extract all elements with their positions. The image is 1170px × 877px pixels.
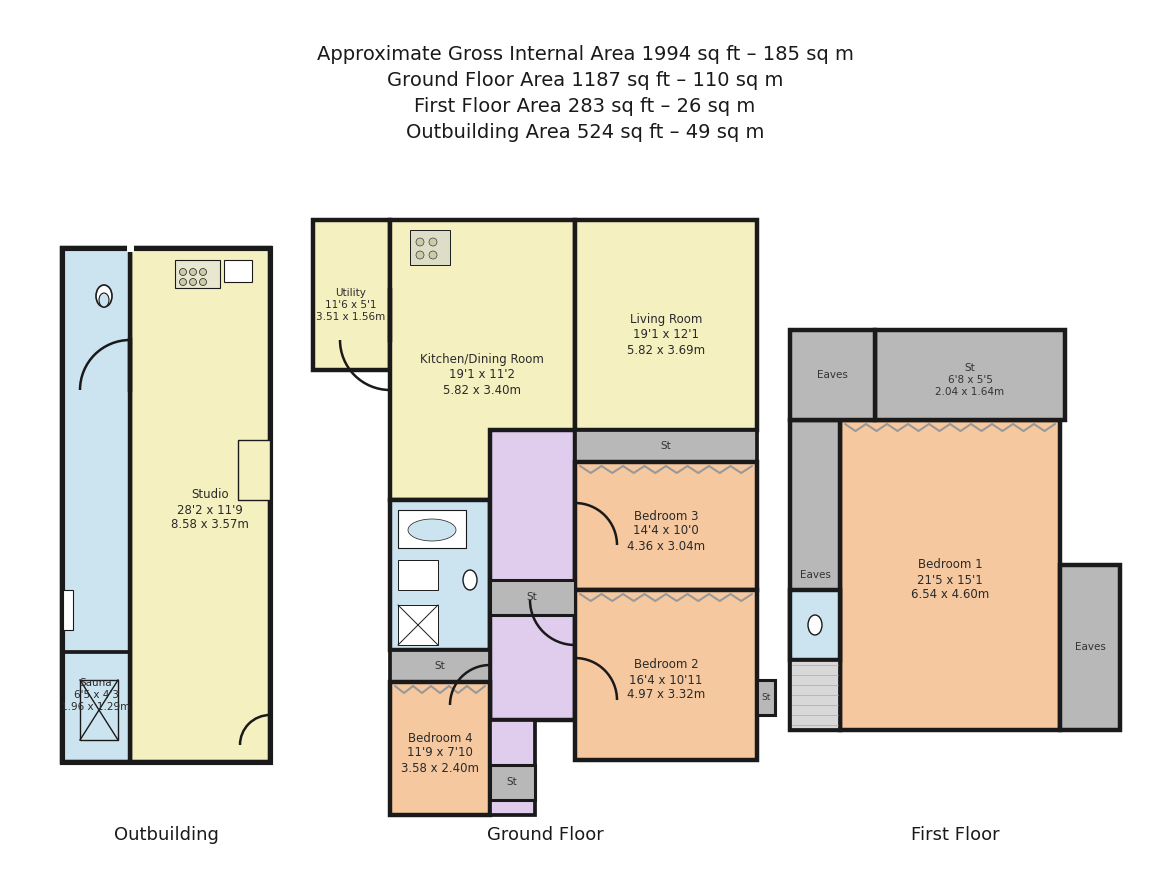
Bar bbox=[790, 660, 840, 730]
Circle shape bbox=[179, 268, 186, 275]
Bar bbox=[223, 260, 252, 282]
Bar bbox=[410, 230, 450, 265]
Bar bbox=[574, 590, 757, 760]
Bar bbox=[176, 260, 220, 288]
Bar bbox=[875, 330, 1065, 420]
Circle shape bbox=[200, 279, 206, 286]
Text: St: St bbox=[434, 661, 446, 671]
Bar bbox=[790, 590, 840, 660]
Text: St: St bbox=[526, 592, 537, 602]
Bar bbox=[490, 580, 574, 615]
Bar bbox=[390, 650, 490, 682]
Bar bbox=[63, 590, 73, 630]
Text: Kitchen/Dining Room
19'1 x 11'2
5.82 x 3.40m: Kitchen/Dining Room 19'1 x 11'2 5.82 x 3… bbox=[420, 353, 544, 396]
Circle shape bbox=[429, 238, 438, 246]
Text: St: St bbox=[661, 441, 672, 451]
Bar bbox=[574, 430, 757, 462]
Text: Bedroom 4
11'9 x 7'10
3.58 x 2.40m: Bedroom 4 11'9 x 7'10 3.58 x 2.40m bbox=[401, 731, 479, 774]
Bar bbox=[130, 248, 270, 762]
Bar bbox=[238, 440, 270, 500]
Bar bbox=[62, 248, 130, 762]
Circle shape bbox=[200, 268, 206, 275]
Bar bbox=[390, 682, 490, 815]
Bar bbox=[398, 560, 438, 590]
Circle shape bbox=[179, 279, 186, 286]
Bar bbox=[840, 420, 1060, 730]
Circle shape bbox=[417, 238, 424, 246]
Bar bbox=[62, 248, 270, 762]
Text: Bedroom 3
14'4 x 10'0
4.36 x 3.04m: Bedroom 3 14'4 x 10'0 4.36 x 3.04m bbox=[627, 510, 706, 553]
Bar bbox=[790, 330, 875, 420]
Bar bbox=[574, 462, 757, 590]
Ellipse shape bbox=[408, 519, 456, 541]
Ellipse shape bbox=[808, 615, 823, 635]
Text: Bedroom 1
21'5 x 15'1
6.54 x 4.60m: Bedroom 1 21'5 x 15'1 6.54 x 4.60m bbox=[911, 559, 989, 602]
Bar bbox=[490, 430, 574, 720]
Text: Sauna
6'5 x 4'3
1.96 x 1.29m: Sauna 6'5 x 4'3 1.96 x 1.29m bbox=[61, 679, 131, 711]
Ellipse shape bbox=[463, 570, 477, 590]
Bar bbox=[398, 510, 466, 548]
Text: First Floor: First Floor bbox=[910, 826, 999, 844]
Bar bbox=[80, 680, 118, 740]
Text: St: St bbox=[762, 693, 771, 702]
Text: First Floor Area 283 sq ft – 26 sq m: First Floor Area 283 sq ft – 26 sq m bbox=[414, 97, 756, 117]
Bar bbox=[757, 680, 775, 715]
Text: Eaves: Eaves bbox=[799, 570, 831, 580]
Bar bbox=[398, 605, 438, 645]
Circle shape bbox=[429, 251, 438, 259]
Circle shape bbox=[190, 268, 197, 275]
Text: Approximate Gross Internal Area 1994 sq ft – 185 sq m: Approximate Gross Internal Area 1994 sq … bbox=[317, 46, 853, 65]
Text: Ground Floor: Ground Floor bbox=[487, 826, 604, 844]
Bar bbox=[1060, 565, 1120, 730]
Text: Utility
11'6 x 5'1
3.51 x 1.56m: Utility 11'6 x 5'1 3.51 x 1.56m bbox=[316, 289, 386, 322]
Text: St: St bbox=[507, 777, 517, 787]
Text: Bedroom 2
16'4 x 10'11
4.97 x 3.32m: Bedroom 2 16'4 x 10'11 4.97 x 3.32m bbox=[627, 659, 706, 702]
Ellipse shape bbox=[99, 293, 109, 307]
Bar bbox=[490, 765, 535, 800]
Bar bbox=[390, 220, 574, 500]
Text: Outbuilding Area 524 sq ft – 49 sq m: Outbuilding Area 524 sq ft – 49 sq m bbox=[406, 124, 764, 142]
Text: Outbuilding: Outbuilding bbox=[113, 826, 219, 844]
Bar bbox=[314, 220, 390, 370]
Bar bbox=[790, 420, 840, 730]
Text: Living Room
19'1 x 12'1
5.82 x 3.69m: Living Room 19'1 x 12'1 5.82 x 3.69m bbox=[627, 313, 706, 356]
Bar bbox=[390, 500, 490, 650]
Ellipse shape bbox=[96, 285, 112, 307]
Bar bbox=[574, 220, 757, 430]
Text: Studio
28'2 x 11'9
8.58 x 3.57m: Studio 28'2 x 11'9 8.58 x 3.57m bbox=[171, 488, 249, 531]
Bar bbox=[490, 720, 535, 815]
Text: Eaves: Eaves bbox=[1074, 642, 1106, 652]
Text: St
6'8 x 5'5
2.04 x 1.64m: St 6'8 x 5'5 2.04 x 1.64m bbox=[936, 363, 1005, 396]
Circle shape bbox=[417, 251, 424, 259]
Circle shape bbox=[190, 279, 197, 286]
Text: Eaves: Eaves bbox=[817, 370, 847, 380]
Text: Ground Floor Area 1187 sq ft – 110 sq m: Ground Floor Area 1187 sq ft – 110 sq m bbox=[387, 72, 783, 90]
